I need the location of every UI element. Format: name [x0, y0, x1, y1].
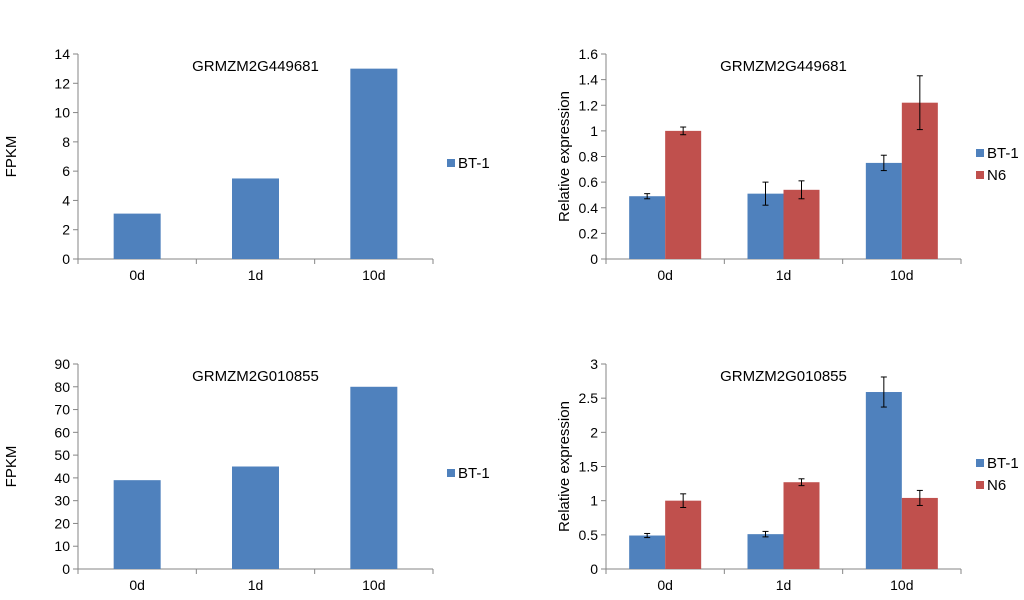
y-tick-label: 1 — [590, 123, 598, 139]
bar-n6-0d — [665, 130, 702, 259]
y-tick-label: 0.6 — [579, 174, 599, 190]
x-tick-label: 10d — [362, 577, 385, 593]
y-tick-label: 4 — [62, 192, 70, 208]
y-tick-label: 0.5 — [579, 527, 599, 543]
y-tick-label: 0 — [62, 561, 70, 577]
y-tick-label: 60 — [54, 424, 70, 440]
legend-label: BT-1 — [987, 455, 1019, 472]
legend-swatch — [976, 459, 984, 467]
y-tick-label: 0.2 — [579, 225, 599, 241]
y-tick-label: 1.2 — [579, 97, 599, 113]
bar-bt1-1d — [232, 466, 279, 569]
y-tick-label: 0.4 — [579, 200, 599, 216]
chart-title: GRMZM2G449681 — [720, 58, 847, 75]
x-tick-label: 10d — [362, 267, 385, 283]
y-tick-label: 2.5 — [579, 390, 599, 406]
chart-title: GRMZM2G010855 — [192, 368, 319, 385]
x-tick-label: 0d — [129, 577, 145, 593]
y-tick-label: 2 — [590, 424, 598, 440]
y-axis-label: Relative expression — [556, 401, 573, 532]
chart-panel-1: 0 2 4 6 8 10 12 14 0d 1d 10d GRMZM2G449681 FPKM BT-1 — [3, 46, 490, 283]
legend-swatch — [447, 469, 455, 477]
bar-n6-10d — [901, 497, 938, 569]
legend-label: N6 — [987, 167, 1006, 184]
chart-panel-3: 0 10 20 30 40 50 60 70 80 90 0d 1d 10d GRMZM2G010855 F… — [3, 356, 490, 593]
x-tick-label: 0d — [129, 267, 145, 283]
legend-swatch — [976, 171, 984, 179]
legend-swatch — [447, 159, 455, 167]
y-tick-label: 3 — [590, 356, 598, 372]
chart-panel-2: 0 0.2 0.4 0.6 0.8 1 1.2 1.4 1.6 0d 1d 10d GRMZM2G449… — [556, 46, 1019, 283]
x-tick-label: 0d — [657, 267, 673, 283]
bar-bt1-10d — [865, 392, 902, 569]
legend-label: BT-1 — [458, 155, 490, 172]
y-tick-label: 0 — [62, 251, 70, 267]
y-tick-label: 2 — [62, 222, 70, 238]
bar-n6-1d — [783, 482, 820, 569]
y-tick-label: 80 — [54, 379, 70, 395]
chart-title: GRMZM2G449681 — [192, 58, 319, 75]
bar-n6-0d — [665, 500, 702, 569]
y-tick-label: 12 — [54, 75, 70, 91]
y-tick-label: 1 — [590, 493, 598, 509]
bar-bt1-0d — [629, 535, 666, 569]
bar-bt1-1d — [232, 178, 279, 259]
y-axis-label: FPKM — [3, 136, 20, 178]
y-tick-label: 20 — [54, 515, 70, 531]
y-tick-label: 1.5 — [579, 459, 599, 475]
bar-bt1-10d — [865, 162, 902, 259]
bar-bt1-1d — [747, 534, 784, 569]
y-tick-label: 1.6 — [579, 46, 599, 62]
legend-swatch — [976, 149, 984, 157]
bar-bt1-0d — [629, 196, 666, 259]
y-tick-label: 50 — [54, 447, 70, 463]
bar-bt1-0d — [113, 480, 161, 569]
legend-swatch — [976, 481, 984, 489]
y-tick-label: 70 — [54, 402, 70, 418]
x-tick-label: 10d — [890, 267, 913, 283]
y-tick-label: 1.4 — [579, 72, 599, 88]
x-tick-label: 0d — [657, 577, 673, 593]
y-tick-label: 10 — [54, 538, 70, 554]
y-tick-label: 10 — [54, 105, 70, 121]
y-tick-label: 0 — [590, 251, 598, 267]
bar-bt1-10d — [350, 386, 398, 569]
chart-title: GRMZM2G010855 — [720, 368, 847, 385]
bar-bt1-0d — [113, 213, 161, 259]
legend-label: BT-1 — [458, 465, 490, 482]
bar-n6-1d — [783, 189, 820, 259]
y-axis-label: FPKM — [3, 446, 20, 488]
y-tick-label: 40 — [54, 470, 70, 486]
x-tick-label: 1d — [776, 577, 792, 593]
legend-label: N6 — [987, 477, 1006, 494]
y-tick-label: 30 — [54, 493, 70, 509]
x-tick-label: 1d — [248, 577, 264, 593]
chart-panel-4: 0 0.5 1 1.5 2 2.5 3 0d 1d 10d GRMZM2G010855 Relativ… — [556, 356, 1019, 593]
x-tick-label: 1d — [776, 267, 792, 283]
y-tick-label: 8 — [62, 134, 70, 150]
x-tick-label: 1d — [248, 267, 264, 283]
legend-label: BT-1 — [987, 145, 1019, 162]
y-tick-label: 0 — [590, 561, 598, 577]
y-axis-label: Relative expression — [556, 91, 573, 222]
bar-bt1-10d — [350, 68, 398, 260]
y-tick-label: 0.8 — [579, 149, 599, 165]
y-tick-label: 90 — [54, 356, 70, 372]
x-tick-label: 10d — [890, 577, 913, 593]
y-tick-label: 14 — [54, 46, 70, 62]
y-tick-label: 6 — [62, 163, 70, 179]
